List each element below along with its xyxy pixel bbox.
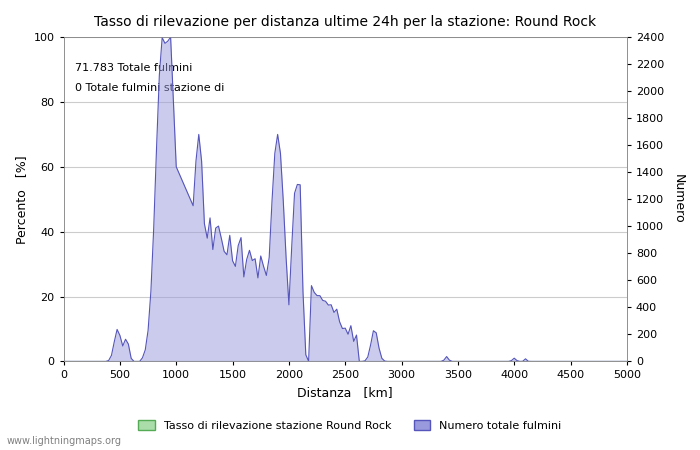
- Y-axis label: Percento   [%]: Percento [%]: [15, 155, 28, 243]
- Text: www.lightningmaps.org: www.lightningmaps.org: [7, 436, 122, 446]
- Text: 71.783 Totale fulmini: 71.783 Totale fulmini: [75, 63, 192, 73]
- Text: 0 Totale fulmini stazione di: 0 Totale fulmini stazione di: [75, 82, 224, 93]
- Legend: Tasso di rilevazione stazione Round Rock, Numero totale fulmini: Tasso di rilevazione stazione Round Rock…: [134, 416, 566, 436]
- X-axis label: Distanza   [km]: Distanza [km]: [298, 386, 393, 399]
- Y-axis label: Numero: Numero: [672, 175, 685, 224]
- Title: Tasso di rilevazione per distanza ultime 24h per la stazione: Round Rock: Tasso di rilevazione per distanza ultime…: [94, 15, 596, 29]
